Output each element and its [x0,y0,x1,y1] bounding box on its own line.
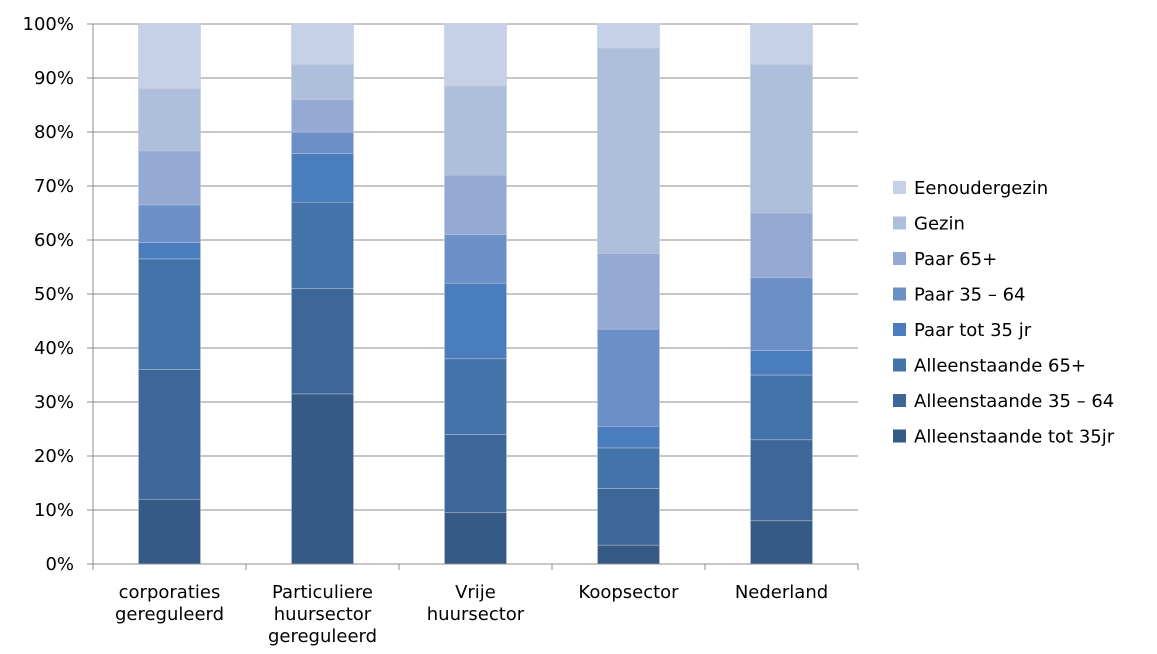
y-tick-label: 70% [34,176,74,197]
bar-segment [750,23,813,65]
bar-segment [291,393,354,565]
legend-label: Alleenstaande 35 – 64 [914,391,1114,412]
bar-segment [750,374,813,441]
bar-segment [750,277,813,351]
bar-segment [750,439,813,522]
axes [87,23,859,570]
y-tick-label: 20% [34,446,74,467]
y-tick-label: 100% [23,14,74,35]
x-tick-label: gereguleerd [115,604,224,625]
legend-swatch [893,394,906,407]
bar-segment [291,64,354,100]
bar-segment [444,234,507,284]
y-tick-label: 30% [34,392,74,413]
bar-segment [597,488,660,546]
x-tick-label: Vrije [455,582,496,603]
x-tick-labels: corporatiesgereguleerdParticulierehuurse… [115,582,828,647]
x-tick-label: huursector [274,604,372,625]
x-tick-label: gereguleerd [268,626,377,647]
y-tick-labels: 0% 10% 20% 30% 40% 50% 60% 70% 80% 90% 100% [23,14,74,575]
bar-segment [138,204,201,243]
bar-segment [444,512,507,565]
bar-segment [444,434,507,513]
bar-segment [750,64,813,214]
bar-segment [138,150,201,206]
bar-segment [597,48,660,254]
bar-segment [444,282,507,360]
bar-segment [138,242,201,260]
y-tick-label: 10% [34,500,74,521]
bars [138,23,813,565]
bar-segment [750,350,813,376]
bar-segment [750,520,813,565]
y-tick-label: 60% [34,230,74,251]
bar-segment [444,85,507,176]
bar-segment [597,23,660,49]
bar-segment [597,426,660,449]
legend-swatch [893,358,906,372]
bar-segment [444,23,507,87]
bar-segment [138,369,201,500]
bar-segment [597,253,660,330]
bar-segment [291,131,354,154]
y-tick-label: 50% [34,284,74,305]
bar-segment [597,447,660,489]
legend-swatch [893,287,906,301]
legend-swatch [893,181,906,194]
bar-segment [138,258,201,370]
x-tick-label: huursector [427,604,525,625]
legend-label: Paar 65+ [914,249,997,270]
legend-swatch [893,429,906,443]
x-tick-label: Nederland [735,582,828,603]
legend-label: Eenoudergezin [914,178,1048,199]
legend-swatch [893,323,906,336]
bar-segment [138,88,201,152]
y-tick-label: 40% [34,338,74,359]
bar-segment [444,174,507,235]
x-tick-label: Particuliere [272,582,373,603]
bar-segment [597,544,660,565]
bar-segment [291,99,354,133]
legend-label: Paar 35 – 64 [914,285,1025,306]
legend-label: Gezin [914,214,965,235]
x-tick-label: corporaties [119,582,221,603]
bar-segment [138,498,201,565]
bar-segment [291,153,354,203]
bar-segment [291,288,354,395]
bar-segment [291,201,354,289]
x-tick-label: Koopsector [578,582,679,603]
y-tick-label: 80% [34,122,74,143]
bar-segment [291,23,354,65]
legend: Eenoudergezin Gezin Paar 65+ Paar 35 – 64 Pa… [893,178,1115,448]
legend-label: Alleenstaande tot 35jr [914,427,1115,448]
bar-segment [750,212,813,279]
bar-segment [444,358,507,435]
bar-segment [597,328,660,427]
legend-label: Paar tot 35 jr [914,320,1032,341]
legend-swatch [893,216,906,230]
legend-label: Alleenstaande 65+ [914,356,1086,377]
y-tick-label: 0% [45,554,74,575]
legend-swatch [893,252,906,265]
y-tick-label: 90% [34,68,74,89]
bar-segment [138,23,201,90]
